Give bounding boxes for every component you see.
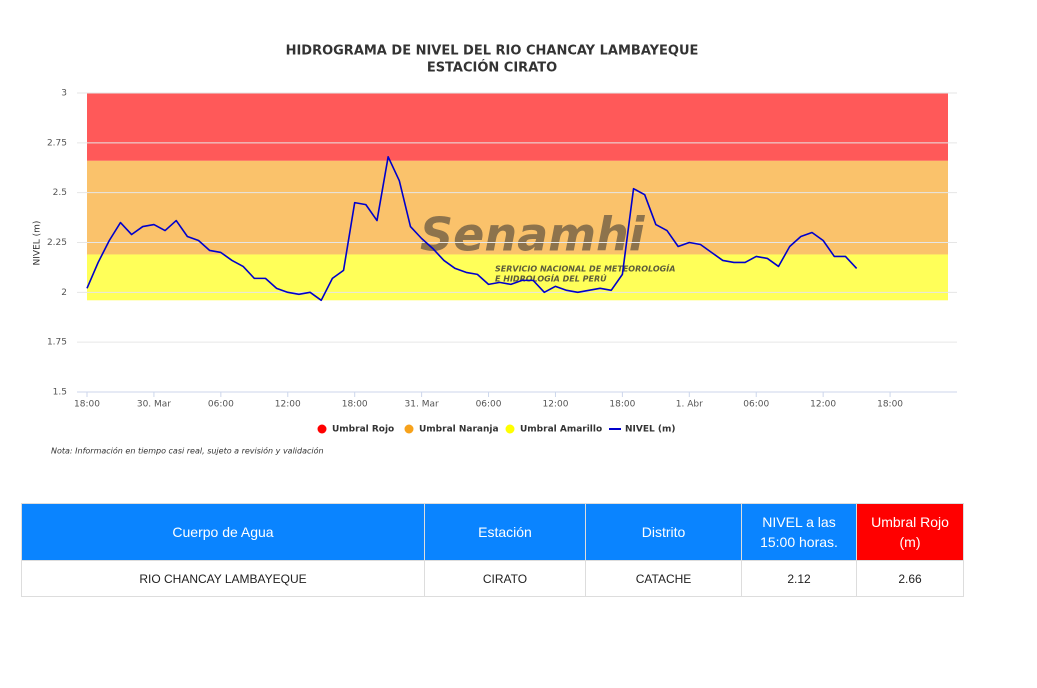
x-tick-label: 06:00 [743,400,769,410]
header-cell: Umbral Rojo (m) [856,503,964,561]
x-tick-label: 12:00 [810,400,836,410]
watermark-sub: E HIDROLOGÍA DEL PERÚ [495,273,607,284]
note: Nota: Información en tiempo casi real, s… [51,446,324,456]
legend-label: Umbral Naranja [419,425,499,435]
legend-marker [317,424,327,434]
cell: CIRATO [424,560,586,597]
legend-marker [404,424,414,434]
legend-label: NIVEL (m) [625,425,675,435]
y-tick-label: 3 [61,89,67,99]
watermark-sub: SERVICIO NACIONAL DE METEOROLOGÍA [495,263,675,274]
x-tick-label: 18:00 [74,400,100,410]
y-tick-label: 2.25 [47,238,67,248]
x-tick-label: 1. Abr [676,400,703,410]
cell: 2.66 [856,560,964,597]
watermark: Senamhi [420,208,646,262]
x-tick-label: 12:00 [275,400,301,410]
chart-title: HIDROGRAMA DE NIVEL DEL RIO CHANCAY LAMB… [286,44,699,59]
y-tick-label: 2.75 [47,138,67,148]
legend-label: Umbral Rojo [332,425,394,435]
x-tick-label: 06:00 [208,400,234,410]
cell: RIO CHANCAY LAMBAYEQUE [21,560,425,597]
table-header: Cuerpo de Agua Estación Distrito NIVEL a… [21,503,964,561]
x-tick-label: 31. Mar [405,400,439,410]
x-tick-label: 18:00 [609,400,635,410]
header-cell: Cuerpo de Agua [21,503,425,561]
threshold-band [87,93,948,161]
chart: HIDROGRAMA DE NIVEL DEL RIO CHANCAY LAMB… [33,44,957,456]
data-table: Cuerpo de Agua Estación Distrito NIVEL a… [21,503,964,597]
cell: CATACHE [585,560,742,597]
threshold-band [87,160,948,255]
x-tick-label: 12:00 [542,400,568,410]
chart-subtitle: ESTACIÓN CIRATO [427,60,557,76]
y-tick-label: 2.5 [53,188,67,198]
y-tick-label: 1.75 [47,338,67,348]
legend-marker [505,424,515,434]
legend-label: Umbral Amarillo [520,425,602,435]
table-row: RIO CHANCAY LAMBAYEQUE CIRATO CATACHE 2.… [21,560,964,597]
header-cell: NIVEL a las 15:00 horas. [741,503,857,561]
y-tick-label: 1.5 [53,388,67,398]
x-tick-label: 18:00 [342,400,368,410]
x-tick-label: 30. Mar [137,400,171,410]
x-tick-label: 06:00 [476,400,502,410]
level-line [86,155,858,302]
header-cell: Estación [424,503,586,561]
y-axis-label: NIVEL (m) [33,221,43,266]
x-tick-label: 18:00 [877,400,903,410]
header-cell: Distrito [585,503,742,561]
cell: 2.12 [741,560,857,597]
y-tick-label: 2 [61,288,67,298]
